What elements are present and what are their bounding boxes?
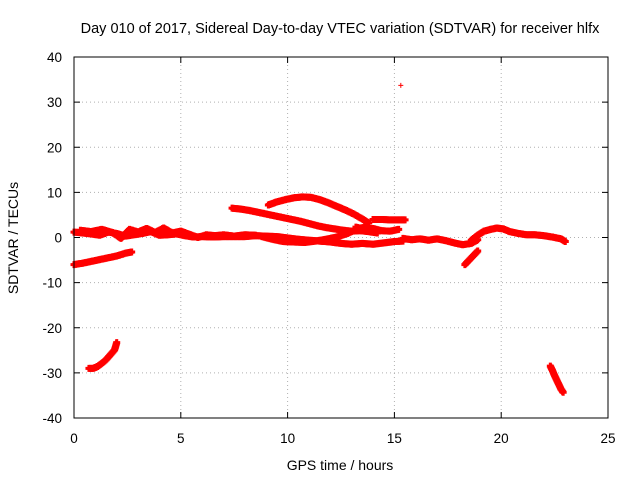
series-arc-main-2 (76, 224, 260, 242)
x-axis-label: GPS time / hours (287, 457, 394, 473)
y-tick-label: 20 (47, 140, 62, 155)
y-tick-label: 0 (54, 231, 62, 246)
series-arc-1830-1900-neg (461, 247, 482, 269)
x-tick-label: 20 (494, 431, 509, 446)
y-tick-label: -30 (42, 366, 62, 381)
chart-title: Day 010 of 2017, Sidereal Day-to-day VTE… (81, 21, 600, 37)
data-point (398, 82, 404, 88)
tick-labels: 0 5 10 15 20 25 -40 -30 -20 -10 0 10 20 30 40 (42, 50, 615, 446)
x-tick-label: 10 (280, 431, 295, 446)
x-tick-label: 0 (70, 431, 78, 446)
data-point (559, 388, 567, 396)
y-axis-label: SDTVAR / TECUs (5, 182, 21, 294)
y-tick-label: -20 (42, 321, 62, 336)
series-arc-fall-2 (546, 362, 567, 396)
series-arc-1430-1530 (369, 215, 409, 224)
x-tick-label: 25 (600, 431, 615, 446)
plot-frame (73, 56, 609, 419)
data-point (474, 247, 482, 255)
series-arc-1315-1530 (352, 223, 403, 235)
y-tick-label: 40 (47, 50, 62, 65)
data-point (561, 238, 569, 246)
y-tick-label: 30 (47, 95, 62, 110)
data-point (113, 339, 121, 347)
x-tick-label: 15 (387, 431, 402, 446)
series-arc-1800-2300 (467, 224, 569, 246)
series-outlier (398, 82, 404, 88)
data-point (128, 248, 136, 256)
data-point (401, 216, 409, 224)
y-tick-label: 10 (47, 185, 62, 200)
y-tick-label: -10 (42, 276, 62, 291)
data-point (252, 231, 260, 239)
data-points (70, 82, 569, 396)
x-tick-label: 5 (177, 431, 185, 446)
series-arc-fall-1 (85, 339, 121, 372)
data-point (395, 225, 403, 233)
y-tick-label: -40 (42, 411, 62, 426)
series-arc-early-neg (70, 248, 136, 269)
